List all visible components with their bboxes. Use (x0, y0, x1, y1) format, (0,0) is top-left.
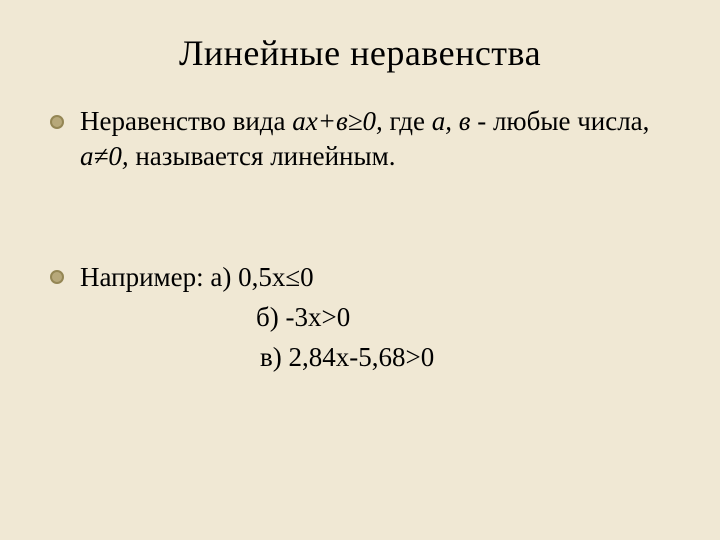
def-mid1: где (383, 106, 432, 136)
def-condition: а≠0, (80, 141, 129, 171)
slide-container: Линейные неравенства Неравенство вида ах… (0, 0, 720, 540)
example-line-c: в) 2,84х-5,68>0 (50, 339, 670, 377)
example-first-row: Например: а) 0,5х≤0 (50, 259, 670, 299)
example-a: а) 0,5х≤0 (210, 262, 313, 292)
def-params: а, в (432, 106, 471, 136)
def-mid2: - любые числа, (470, 106, 649, 136)
example-line-b: б) -3х>0 (50, 299, 670, 337)
example-label: Например: (80, 262, 210, 292)
definition-item: Неравенство вида ах+в≥0, где а, в - любы… (50, 104, 670, 174)
bullet-icon (50, 115, 64, 129)
slide-title: Линейные неравенства (50, 32, 670, 74)
def-suffix: называется линейным. (129, 141, 396, 171)
example-line-a: Например: а) 0,5х≤0 (80, 259, 314, 297)
def-formula: ах+в≥0, (292, 106, 383, 136)
examples-block: Например: а) 0,5х≤0 б) -3х>0 в) 2,84х-5,… (50, 259, 670, 376)
def-prefix: Неравенство вида (80, 106, 292, 136)
bullet-icon (50, 270, 64, 284)
definition-text: Неравенство вида ах+в≥0, где а, в - любы… (80, 104, 670, 174)
